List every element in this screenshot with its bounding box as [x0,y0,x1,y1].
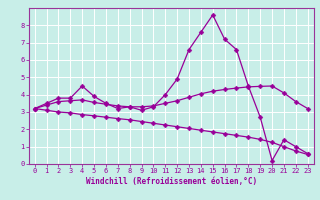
X-axis label: Windchill (Refroidissement éolien,°C): Windchill (Refroidissement éolien,°C) [86,177,257,186]
